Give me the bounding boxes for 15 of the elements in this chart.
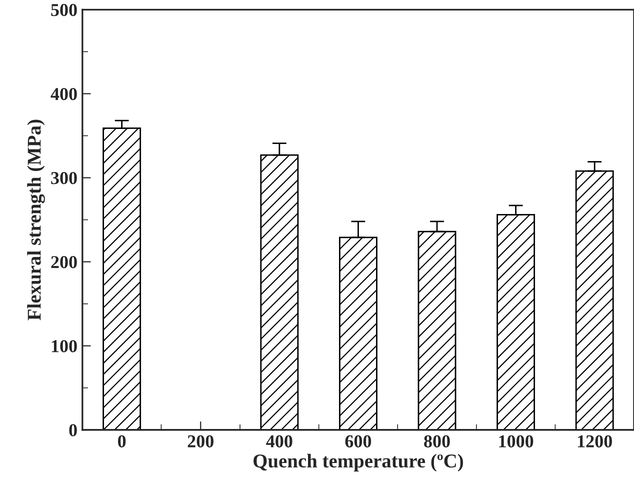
x-tick-label: 600: [345, 435, 372, 448]
y-tick-label: 0: [69, 424, 77, 436]
x-axis-title: Quench temperature (ºC): [254, 454, 463, 472]
x-tick-label: 800: [424, 435, 450, 448]
y-tick-label: 200: [51, 256, 77, 268]
x-tick-label: 1000: [499, 435, 534, 448]
y-tick-label: 400: [50, 88, 77, 100]
y-tick-label: 300: [51, 172, 77, 184]
x-tick-label: 400: [266, 435, 292, 448]
x-tick-label: 0: [118, 435, 126, 448]
y-tick-label: 500: [51, 4, 77, 16]
y-tick-label: 100: [52, 340, 77, 352]
y-axis-title: Flexural strength (MPa): [27, 120, 45, 320]
x-tick-label: 1200: [578, 435, 612, 448]
x-tick-label: 200: [188, 435, 214, 448]
